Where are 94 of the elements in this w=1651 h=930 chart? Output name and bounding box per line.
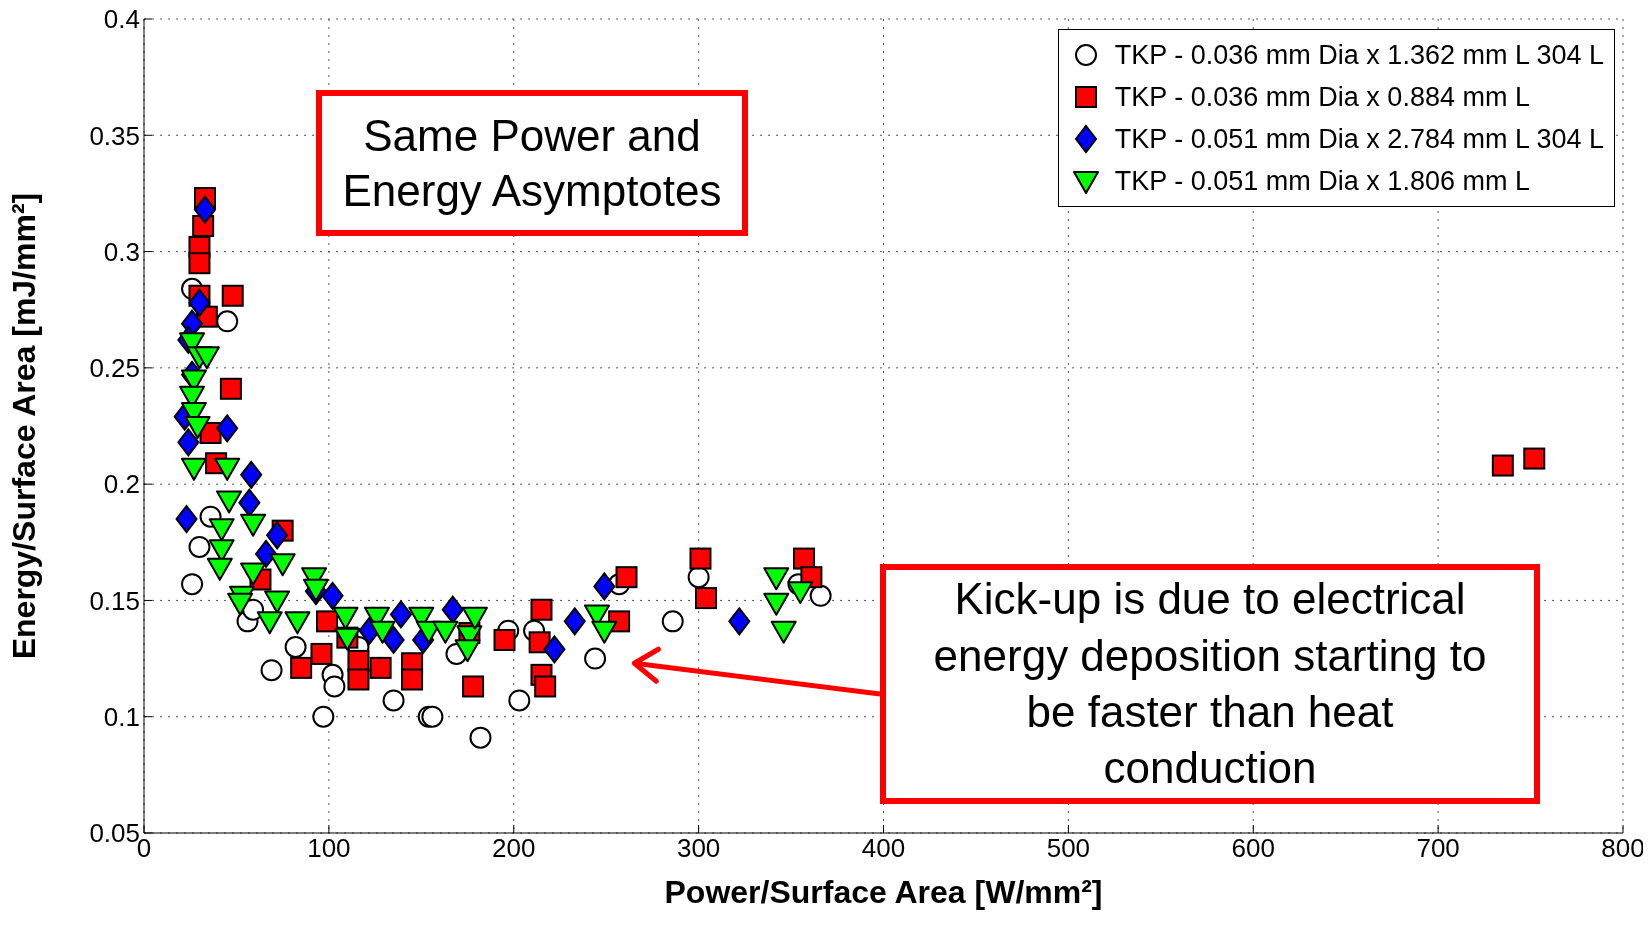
point: [180, 457, 207, 481]
y-tick-label: 0.4: [103, 4, 140, 35]
point: [181, 573, 204, 596]
point: [770, 620, 797, 644]
point: [661, 610, 684, 633]
point: [508, 689, 531, 712]
x-tick-label: 100: [307, 833, 351, 864]
point: [310, 642, 333, 665]
x-tick-label: 200: [492, 833, 536, 864]
point: [193, 346, 220, 370]
point: [787, 581, 814, 605]
x-tick-label: 500: [1046, 833, 1091, 864]
point: [184, 416, 211, 439]
point: [615, 566, 638, 589]
point: [689, 547, 712, 570]
point: [369, 656, 392, 679]
point: [323, 675, 346, 698]
point: [432, 620, 459, 644]
y-tick-label: 0.15: [89, 585, 140, 616]
x-tick-label: 400: [861, 833, 906, 864]
point: [214, 457, 241, 481]
point: [530, 598, 553, 621]
point: [216, 490, 243, 514]
annotation: Kick-up is due to electrical energy deposition starting to be faster than heat conduction: [880, 564, 1540, 804]
point: [269, 553, 296, 577]
x-tick-label: 700: [1416, 833, 1460, 864]
point: [208, 518, 235, 542]
x-tick-label: 800: [1601, 833, 1645, 864]
point: [332, 606, 359, 630]
point: [563, 607, 586, 636]
point: [188, 252, 211, 275]
point: [284, 635, 307, 658]
point: [219, 377, 242, 400]
point: [469, 726, 492, 749]
point: [238, 488, 261, 517]
x-axis-title: Power/Surface Area [W/mm²]: [664, 874, 1103, 910]
point: [401, 668, 424, 691]
point: [462, 675, 485, 698]
point: [493, 628, 516, 651]
point: [534, 675, 557, 698]
point: [1491, 454, 1514, 477]
point: [441, 595, 464, 624]
point: [175, 505, 198, 534]
x-tick-label: 300: [676, 833, 721, 864]
legend-label: TKP - 0.051 mm Dia x 1.806 mm L: [1114, 165, 1530, 197]
point: [591, 620, 618, 644]
y-tick-label: 0.1: [103, 701, 140, 732]
y-tick-label: 0.25: [89, 353, 140, 384]
point: [584, 647, 607, 670]
annotation: Same Power and Energy Asymptotes: [316, 90, 748, 236]
point: [284, 611, 311, 635]
point: [240, 460, 263, 489]
point: [216, 310, 239, 333]
point: [188, 288, 211, 317]
point: [290, 656, 313, 679]
point: [461, 606, 488, 630]
point: [347, 668, 370, 691]
point: [216, 414, 239, 443]
point: [389, 600, 412, 629]
point: [256, 611, 283, 635]
point: [312, 705, 335, 728]
point: [240, 513, 267, 537]
y-tick-label: 0.3: [103, 236, 140, 267]
point: [695, 587, 718, 610]
point: [188, 535, 211, 558]
point: [264, 590, 291, 614]
point: [177, 428, 200, 457]
legend-label: TKP - 0.036 mm Dia x 0.884 mm L: [1114, 81, 1530, 113]
point: [763, 592, 790, 616]
point: [543, 635, 566, 664]
point: [382, 625, 405, 654]
point: [763, 567, 790, 591]
x-tick-label: 600: [1231, 833, 1275, 864]
y-tick-label: 0.35: [89, 120, 140, 151]
point: [266, 521, 289, 550]
point: [260, 659, 283, 682]
legend-label: TKP - 0.036 mm Dia x 1.362 mm L 304 L: [1114, 39, 1604, 71]
point: [240, 562, 267, 586]
point: [809, 584, 832, 607]
point: [321, 581, 344, 610]
point: [1523, 447, 1546, 470]
y-axis-title: Energy/Surface Area [mJ/mm²]: [6, 192, 43, 660]
point: [454, 639, 481, 663]
point: [227, 592, 254, 616]
point: [194, 195, 217, 224]
point: [316, 610, 339, 633]
y-tick-label: 0.2: [103, 469, 140, 500]
point: [369, 620, 396, 644]
point: [382, 689, 405, 712]
point: [593, 572, 616, 601]
point: [728, 607, 751, 636]
legend-label: TKP - 0.051 mm Dia x 2.784 mm L 304 L: [1114, 123, 1604, 155]
point: [206, 557, 233, 581]
point: [221, 284, 244, 307]
